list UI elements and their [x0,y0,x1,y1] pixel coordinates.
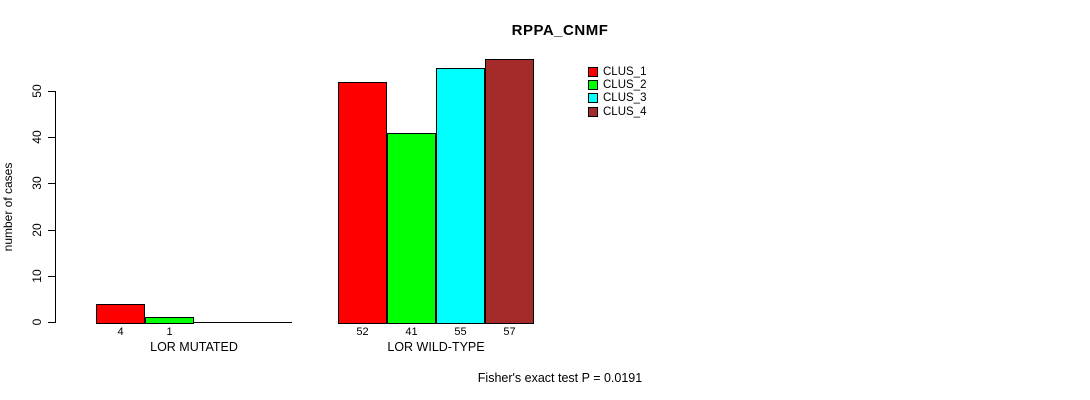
legend-label: CLUS_2 [603,79,647,92]
y-axis-tick [48,137,55,138]
bar-clus_3-wildtype [436,68,485,324]
bar-clus_2-mutated [145,317,194,324]
legend-swatch-clus_2 [588,80,598,91]
y-axis-tick-label: 0 [30,318,44,326]
y-axis-tick-label: 10 [30,269,44,283]
legend-label: CLUS_3 [603,92,647,105]
y-axis-tick-label: 30 [30,176,44,190]
y-axis-tick [48,183,55,184]
legend: CLUS_1 CLUS_2 CLUS_3 CLUS_4 [588,65,646,119]
legend-item: CLUS_1 [588,65,646,78]
legend-label: CLUS_4 [603,105,647,118]
bar-clus_1-mutated [96,304,145,324]
legend-swatch-clus_1 [588,66,598,77]
bar-clus_2-wildtype [387,133,436,324]
group-baseline [96,322,292,323]
y-axis-tick [48,322,55,323]
annotation-fishers-test: Fisher's exact test P = 0.0191 [477,371,643,385]
x-axis-category-label: LOR MUTATED [150,340,238,354]
x-axis-category-label: LOR WILD-TYPE [387,340,485,354]
legend-item: CLUS_3 [588,92,646,105]
y-axis-tick-label: 50 [30,84,44,98]
y-axis-tick-label: 20 [30,223,44,237]
bar-value-label: 1 [166,326,173,338]
chart-title: RPPA_CNMF [511,22,609,39]
bar-value-label: 52 [356,326,369,338]
legend-item: CLUS_4 [588,105,646,118]
legend-label: CLUS_1 [603,65,647,78]
y-axis-tick-label: 40 [30,130,44,144]
y-axis-line [55,91,56,323]
y-axis-label: number of cases [1,162,15,252]
legend-swatch-clus_3 [588,93,598,104]
bar-value-label: 4 [117,326,124,338]
bar-value-label: 57 [503,326,516,338]
y-axis-tick [48,276,55,277]
bar-clus_4-wildtype [485,59,534,324]
bar-clus_1-wildtype [338,82,387,324]
bar-value-label: 55 [454,326,467,338]
legend-swatch-clus_4 [588,106,598,117]
y-axis-tick [48,91,55,92]
legend-item: CLUS_2 [588,78,646,91]
y-axis-tick [48,230,55,231]
bar-value-label: 41 [405,326,418,338]
